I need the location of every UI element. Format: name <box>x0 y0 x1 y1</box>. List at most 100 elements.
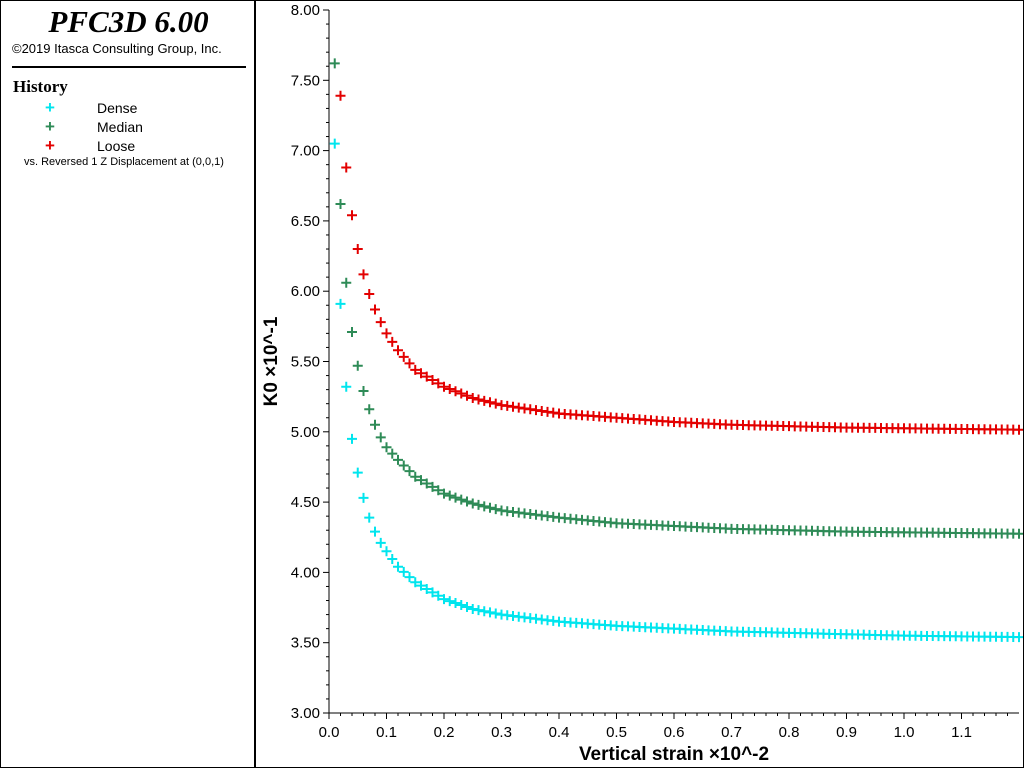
x-tick-label: 0.6 <box>664 724 685 741</box>
series-median <box>329 58 1023 539</box>
data-point <box>387 554 398 565</box>
y-tick-label: 4.00 <box>291 564 320 581</box>
data-point <box>456 388 467 399</box>
data-point <box>375 317 386 328</box>
data-point <box>467 393 478 404</box>
data-point <box>329 138 340 149</box>
data-point <box>462 496 472 507</box>
data-point <box>450 598 461 609</box>
data-point <box>341 277 352 288</box>
y-tick-label: 7.50 <box>291 72 320 89</box>
x-tick-label: 1.1 <box>951 724 972 741</box>
data-point <box>439 381 449 392</box>
data-point <box>404 358 415 369</box>
data-point <box>347 326 357 337</box>
data-point <box>393 345 403 356</box>
data-point <box>393 561 403 572</box>
x-tick-label: 0.5 <box>606 724 627 741</box>
y-tick-label: 8.00 <box>291 2 320 19</box>
plus-marker-icon: + <box>45 136 55 155</box>
data-point <box>444 384 455 395</box>
series-dense <box>329 138 1023 643</box>
data-point <box>352 467 363 478</box>
x-tick-label: 1.0 <box>894 724 915 741</box>
data-point <box>456 494 467 505</box>
y-tick-label: 3.50 <box>291 635 320 652</box>
data-point <box>1014 528 1023 539</box>
data-point <box>467 498 478 509</box>
data-point <box>485 502 495 513</box>
data-point <box>341 381 352 392</box>
data-point <box>479 395 490 406</box>
data-series <box>329 58 1023 643</box>
x-tick-label: 0.9 <box>836 724 857 741</box>
data-point <box>410 471 421 482</box>
y-tick-label: 6.50 <box>291 213 320 230</box>
data-point <box>381 442 392 453</box>
data-point <box>456 600 467 611</box>
x-tick-label: 0.4 <box>549 724 570 741</box>
data-point <box>427 481 438 492</box>
data-point <box>467 603 478 614</box>
data-point <box>335 90 346 101</box>
data-point <box>404 572 415 583</box>
y-tick-label: 6.00 <box>291 283 320 300</box>
data-point <box>444 490 455 501</box>
data-point <box>387 336 398 347</box>
data-point <box>381 546 392 557</box>
data-point <box>444 596 455 607</box>
data-point <box>370 304 380 315</box>
data-point <box>329 58 340 69</box>
data-point <box>410 577 421 588</box>
data-point <box>358 269 369 280</box>
data-point <box>347 433 357 444</box>
y-axis-label: K0 ×10^-1 <box>261 316 282 406</box>
data-point <box>490 504 501 515</box>
plus-marker-icon: + <box>45 117 55 136</box>
data-point <box>485 397 495 408</box>
data-point <box>479 606 490 617</box>
data-point <box>473 394 484 405</box>
title-divider <box>12 66 246 68</box>
data-point <box>370 419 380 430</box>
axis-ticks: 3.00 3.50 4.00 4.50 5.00 5.50 6.00 6.50 7.00 7.50… <box>291 2 1008 741</box>
data-point <box>479 501 490 512</box>
y-tick-label: 5.00 <box>291 424 320 441</box>
data-point <box>427 587 438 598</box>
data-point <box>398 351 409 362</box>
data-point <box>375 537 386 548</box>
data-point <box>427 375 438 386</box>
data-point <box>416 580 426 591</box>
data-point <box>450 386 461 397</box>
data-point <box>433 378 444 389</box>
history-heading: History <box>13 77 68 96</box>
data-point <box>462 390 472 401</box>
data-point <box>364 289 375 300</box>
x-tick-label: 0.8 <box>779 724 800 741</box>
data-point <box>439 488 449 499</box>
x-axis-label: Vertical strain ×10^-2 <box>579 744 769 765</box>
x-tick-label: 0.3 <box>491 724 512 741</box>
data-point <box>358 386 369 397</box>
data-point <box>485 607 495 618</box>
data-point <box>387 448 398 459</box>
app-title: PFC3D 6.00 <box>48 4 209 39</box>
y-tick-label: 7.00 <box>291 143 320 160</box>
data-point <box>450 492 461 503</box>
data-point <box>473 605 484 616</box>
legend-label: Dense <box>97 100 138 116</box>
data-point <box>433 590 444 601</box>
data-point <box>364 404 375 415</box>
legend-panel: PFC3D 6.00 ©2019 Itasca Consulting Group… <box>1 1 256 767</box>
y-tick-label: 5.50 <box>291 354 320 371</box>
data-point <box>352 360 363 371</box>
data-point <box>347 210 357 221</box>
data-point <box>410 364 421 375</box>
copyright-text: ©2019 Itasca Consulting Group, Inc. <box>12 41 222 56</box>
data-point <box>375 432 386 443</box>
x-tick-label: 0.1 <box>376 724 397 741</box>
data-point <box>393 454 403 465</box>
series-loose <box>335 90 1023 435</box>
x-tick-label: 0.2 <box>434 724 455 741</box>
